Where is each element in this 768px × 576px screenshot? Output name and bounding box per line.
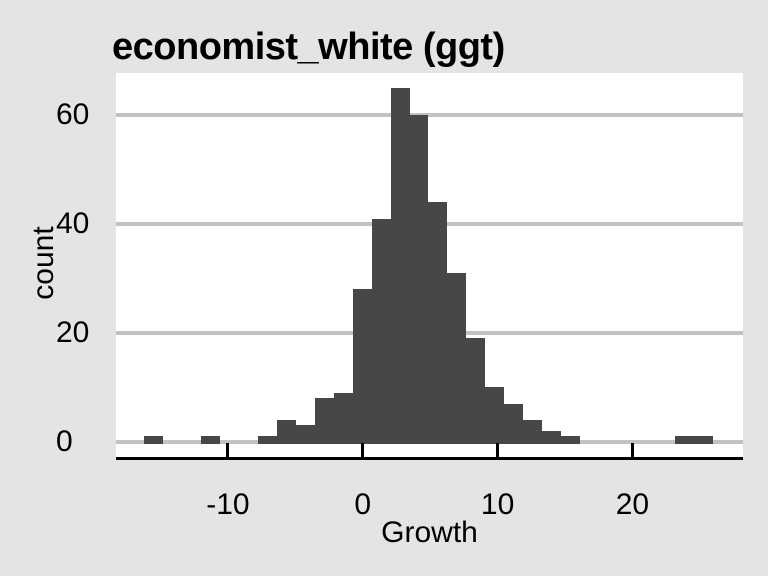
histogram-bar	[674, 436, 694, 444]
histogram-bar	[201, 436, 221, 444]
histogram-bar	[371, 218, 391, 444]
y-tick-label: 0	[56, 424, 73, 458]
x-tick-label: 0	[354, 488, 372, 521]
histogram-bar	[409, 115, 429, 444]
histogram-bar	[542, 430, 562, 444]
histogram-bar	[447, 273, 467, 444]
x-tick	[630, 443, 634, 458]
x-tick	[496, 443, 500, 458]
x-axis-line	[116, 457, 743, 460]
y-tick-label: 60	[56, 98, 90, 132]
histogram-bar	[333, 392, 353, 444]
y-tick-label: 20	[56, 315, 90, 349]
plot-title: economist_white (ggt)	[112, 26, 505, 68]
histogram-bar	[257, 436, 277, 444]
histogram-bar	[352, 289, 372, 444]
gridline	[116, 113, 743, 118]
x-axis-title: Growth	[381, 516, 478, 549]
histogram-bar	[523, 419, 543, 444]
x-tick	[361, 443, 365, 458]
histogram-bar	[504, 403, 524, 444]
histogram-bar	[390, 88, 410, 444]
histogram-bar	[314, 398, 334, 444]
histogram-bar	[144, 436, 164, 444]
x-tick-label: 10	[480, 488, 515, 521]
y-tick-label: 40	[56, 207, 90, 241]
histogram-bar	[485, 387, 505, 444]
y-axis-title: count	[27, 226, 60, 300]
histogram-bar	[693, 436, 713, 444]
histogram-bar	[466, 338, 486, 444]
x-tick	[226, 443, 230, 458]
histogram-bar	[276, 419, 296, 444]
histogram-bar	[561, 436, 581, 444]
x-tick-label: -10	[206, 488, 250, 521]
histogram-bar	[295, 425, 315, 444]
x-tick-label: 20	[615, 488, 650, 521]
histogram-bar	[428, 202, 448, 444]
